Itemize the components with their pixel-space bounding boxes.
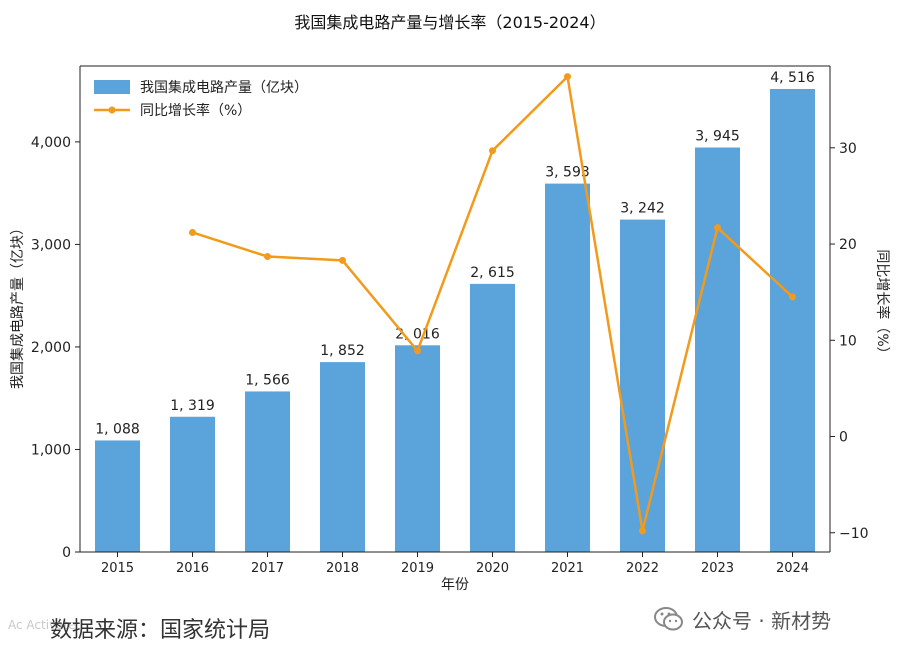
bar-label-2016: 1, 319 bbox=[170, 398, 215, 414]
x-tick-label-2017: 2017 bbox=[251, 561, 284, 576]
x-tick-label-2018: 2018 bbox=[326, 561, 359, 576]
bar-label-2023: 3, 945 bbox=[695, 129, 740, 145]
bar-label-2017: 1, 566 bbox=[245, 372, 290, 388]
bar-label-2021: 3, 593 bbox=[545, 165, 590, 181]
legend-swatch-marker bbox=[108, 106, 116, 114]
bar-2018 bbox=[320, 362, 365, 552]
brand-text: 公众号 · 新材势 bbox=[692, 608, 832, 633]
growth-point-2024 bbox=[789, 293, 796, 301]
x-tick-label-2022: 2022 bbox=[626, 561, 659, 576]
y-axis-left-label: 我国集成电路产量（亿块） bbox=[9, 221, 26, 389]
x-axis-label: 年份 bbox=[441, 577, 469, 593]
y-right-tick-label-20: 20 bbox=[839, 237, 857, 253]
bar-2021 bbox=[545, 183, 590, 552]
y-right-tick-label-10: 10 bbox=[839, 333, 857, 349]
y-left-tick-label-3000: 3,000 bbox=[31, 237, 71, 253]
legend-label-bar: 我国集成电路产量（亿块） bbox=[140, 79, 308, 96]
y-left-tick-label-0: 0 bbox=[62, 545, 71, 561]
y-right-tick-label-0: 0 bbox=[839, 430, 848, 446]
y-left-tick-label-4000: 4,000 bbox=[31, 135, 71, 151]
bar-label-2018: 1, 852 bbox=[320, 343, 365, 359]
bar-label-2020: 2, 615 bbox=[470, 265, 515, 281]
bar-2016 bbox=[170, 416, 215, 552]
bar-label-2022: 3, 242 bbox=[620, 201, 665, 217]
legend: 我国集成电路产量（亿块） 同比增长率（%） bbox=[94, 79, 308, 119]
legend-label-line: 同比增长率（%） bbox=[140, 102, 251, 119]
x-tick-label-2024: 2024 bbox=[776, 561, 809, 576]
growth-point-2022 bbox=[639, 527, 646, 535]
legend-swatch-bar bbox=[94, 80, 130, 94]
growth-point-2023 bbox=[714, 224, 721, 232]
growth-point-2020 bbox=[489, 147, 496, 155]
x-tick-label-2019: 2019 bbox=[401, 561, 434, 576]
bar-2024 bbox=[770, 88, 815, 552]
bar-label-2019: 2, 016 bbox=[395, 326, 440, 342]
chart: 我国集成电路产量与增长率（2015-2024） 1, 088 1, 319 1, 5… bbox=[9, 13, 891, 593]
bar-2022 bbox=[620, 219, 665, 552]
y-axis-right-label: 同比增长率（%） bbox=[874, 249, 891, 360]
y-left-tick-label-2000: 2,000 bbox=[31, 340, 71, 356]
x-tick-label-2015: 2015 bbox=[101, 561, 134, 576]
brand: 公众号 · 新材势 bbox=[652, 602, 831, 636]
bar-2015 bbox=[95, 440, 140, 552]
y-right-tick-label-30: 30 bbox=[839, 141, 857, 157]
wechat-icon bbox=[654, 607, 683, 631]
bar-2020 bbox=[470, 283, 515, 552]
growth-point-2017 bbox=[264, 253, 271, 261]
y-right-tick-label--10: −10 bbox=[839, 526, 869, 542]
bar-label-2024: 4, 516 bbox=[770, 70, 815, 86]
chart-title: 我国集成电路产量与增长率（2015-2024） bbox=[294, 13, 605, 32]
bar-label-2015: 1, 088 bbox=[95, 421, 140, 437]
x-tick-label-2021: 2021 bbox=[551, 561, 584, 576]
bar-2017 bbox=[245, 391, 290, 552]
growth-point-2016 bbox=[189, 228, 196, 236]
x-tick-label-2023: 2023 bbox=[701, 561, 734, 576]
growth-point-2019 bbox=[414, 347, 421, 355]
x-tick-label-2020: 2020 bbox=[476, 561, 509, 576]
growth-point-2018 bbox=[339, 256, 346, 264]
bar-2023 bbox=[695, 147, 740, 552]
watermark-text: Ac Activate bbox=[8, 618, 76, 632]
y-left-tick-label-1000: 1,000 bbox=[31, 442, 71, 458]
growth-point-2021 bbox=[564, 73, 571, 81]
x-tick-label-2016: 2016 bbox=[176, 561, 209, 576]
bar-2019 bbox=[395, 345, 440, 552]
source-text: 数据来源：国家统计局 bbox=[50, 618, 271, 643]
